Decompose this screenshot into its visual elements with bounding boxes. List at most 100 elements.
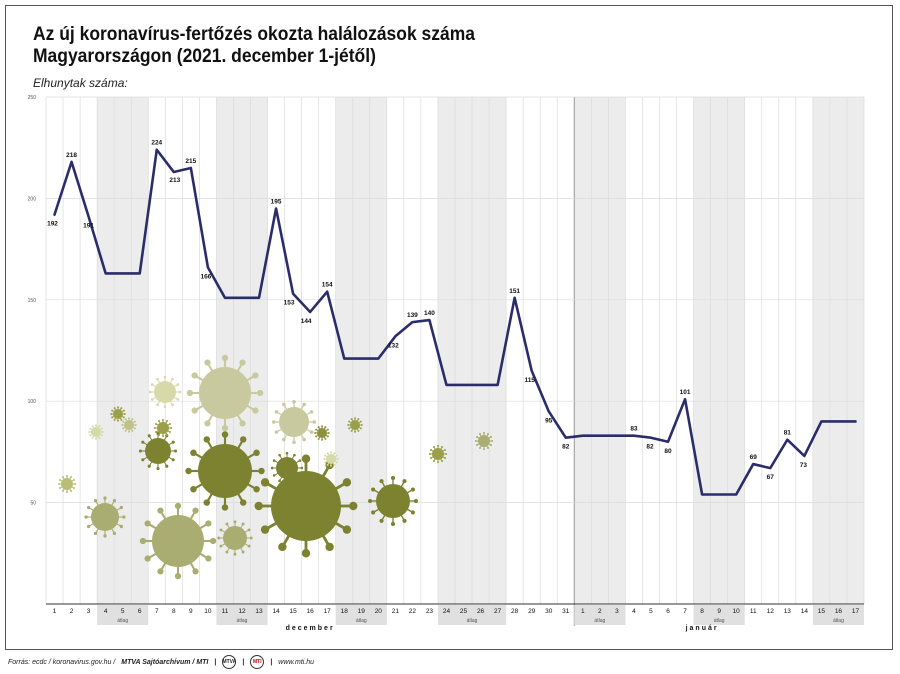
x-tick-label: 26 <box>477 608 485 615</box>
average-band-label-bg <box>216 605 268 625</box>
x-tick-label: 7 <box>155 608 159 615</box>
month-label: január <box>685 625 719 632</box>
virus-icon <box>186 354 264 432</box>
average-band <box>693 97 745 604</box>
x-tick-label: 20 <box>375 608 383 615</box>
x-tick-label: 9 <box>717 608 721 615</box>
data-label: 140 <box>424 310 435 317</box>
y-axis-label: Elhunytak száma: <box>33 76 128 90</box>
data-label: 215 <box>185 158 196 165</box>
x-tick-label: 12 <box>238 608 246 615</box>
average-band-label-bg <box>97 605 149 625</box>
x-tick-label: 5 <box>649 608 653 615</box>
virus-illustrations <box>57 354 494 580</box>
x-tick-label: 29 <box>528 608 536 615</box>
x-tick-label: 24 <box>443 608 451 615</box>
x-tick-label: 2 <box>598 608 602 615</box>
x-tick-label: 28 <box>511 608 519 615</box>
month-label: december <box>286 625 335 632</box>
y-tick-label: 200 <box>28 196 37 202</box>
data-label: 82 <box>562 444 570 451</box>
x-tick-label: 25 <box>460 608 468 615</box>
average-label: átlag <box>356 618 367 624</box>
x-tick-label: 6 <box>138 608 142 615</box>
virus-icon <box>217 520 253 556</box>
data-label: 69 <box>750 454 758 461</box>
x-tick-label: 19 <box>358 608 366 615</box>
virus-icon <box>254 454 358 558</box>
virus-icon <box>347 417 363 433</box>
virus-icon <box>57 474 77 494</box>
footer: Forrás: ecdc / koronavirus.gov.hu / MTVA… <box>8 655 314 669</box>
x-tick-label: 31 <box>562 608 570 615</box>
virus-icon <box>110 406 126 422</box>
mti-logo-icon: MTI <box>250 655 265 669</box>
average-band-label-bg <box>693 605 745 625</box>
x-tick-label: 15 <box>818 608 826 615</box>
source-text: Forrás: ecdc / koronavirus.gov.hu / <box>8 658 116 666</box>
virus-icon <box>185 431 265 511</box>
x-tick-label: 23 <box>426 608 434 615</box>
separator: | <box>214 658 217 666</box>
virus-icon <box>121 417 137 433</box>
data-label: 83 <box>630 426 638 433</box>
average-label: átlag <box>714 618 725 624</box>
x-tick-label: 13 <box>784 608 792 615</box>
x-tick-label: 10 <box>733 608 741 615</box>
virus-icon <box>138 431 178 471</box>
x-tick-label: 9 <box>189 608 193 615</box>
data-label: 82 <box>646 444 654 451</box>
x-tick-label: 14 <box>272 608 280 615</box>
data-label: 224 <box>151 140 162 147</box>
data-label: 115 <box>524 377 535 384</box>
chart-title: Az új koronavírus-fertőzés okozta halálo… <box>33 24 475 67</box>
average-label: átlag <box>467 618 478 624</box>
x-tick-label: 4 <box>632 608 636 615</box>
virus-icon <box>153 418 173 438</box>
average-band <box>574 97 626 604</box>
average-band <box>335 97 387 604</box>
separator: | <box>242 658 245 666</box>
mtva-logo-icon: MTVA <box>222 655 237 669</box>
average-label: átlag <box>594 618 605 624</box>
data-label: 139 <box>407 312 418 319</box>
x-tick-label: 5 <box>121 608 125 615</box>
website-link[interactable]: www.mti.hu <box>278 658 315 666</box>
virus-icon <box>88 424 104 440</box>
x-tick-label: 3 <box>615 608 619 615</box>
y-tick-label: 250 <box>28 95 37 101</box>
average-band <box>216 97 268 604</box>
data-label: 80 <box>664 448 672 455</box>
data-label: 153 <box>284 300 295 307</box>
virus-icon <box>271 399 317 445</box>
separator: | <box>270 658 273 666</box>
data-label: 132 <box>388 342 399 349</box>
x-tick-label: 30 <box>545 608 553 615</box>
y-tick-label: 100 <box>28 399 37 405</box>
data-label: 213 <box>169 177 180 184</box>
x-tick-label: 4 <box>104 608 108 615</box>
average-band-label-bg <box>574 605 626 625</box>
x-tick-label: 7 <box>683 608 687 615</box>
virus-icon <box>368 476 418 526</box>
average-band-label-bg <box>812 605 864 625</box>
series: 192 218 191 224 213 215 166 195 153 144 154 132 139 1… <box>47 140 857 496</box>
y-tick-label: 150 <box>28 298 37 304</box>
grid: 50 100 150 200 250 <box>28 95 865 626</box>
x-tick-label: 17 <box>324 608 332 615</box>
data-label: 101 <box>680 389 691 396</box>
average-band-label-bg <box>335 605 387 625</box>
data-label: 191 <box>83 223 94 230</box>
virus-icon <box>148 375 182 409</box>
average-label: átlag <box>117 618 128 624</box>
x-tick-label: 18 <box>341 608 349 615</box>
virus-icon <box>84 496 126 538</box>
y-tick-label: 50 <box>30 501 36 507</box>
virus-icon <box>428 444 448 464</box>
average-band <box>812 97 864 604</box>
average-band-label-bg <box>437 605 507 625</box>
data-label: 218 <box>66 152 77 159</box>
x-tick-label: 21 <box>392 608 400 615</box>
x-tick-label: 12 <box>767 608 775 615</box>
